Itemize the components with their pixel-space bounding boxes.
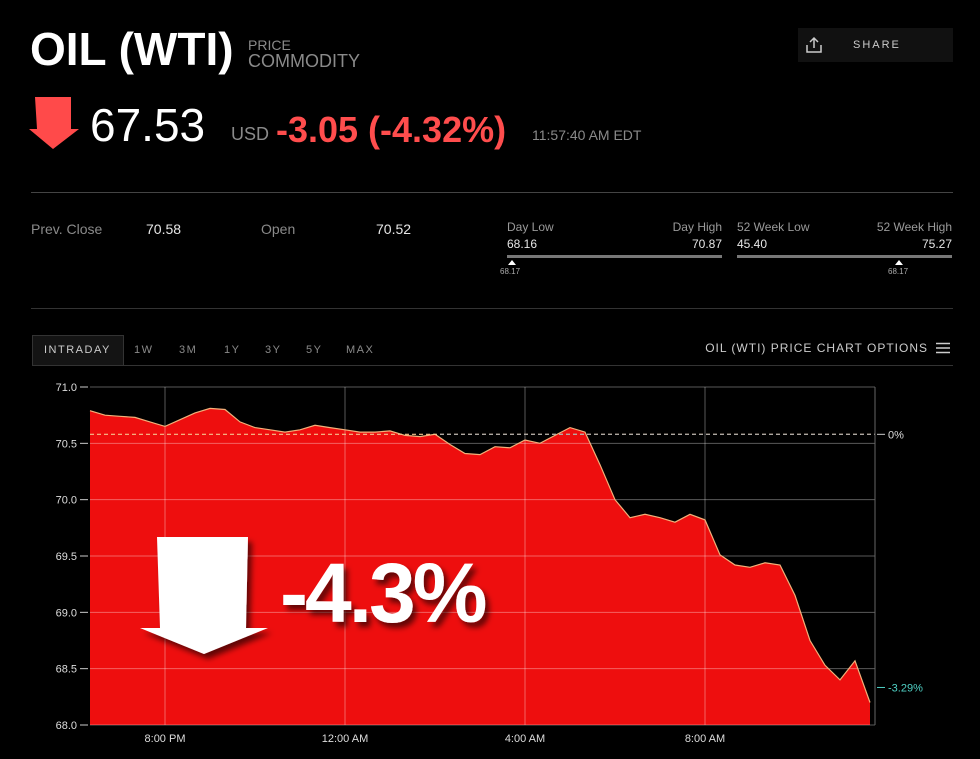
range-marker [508, 260, 516, 265]
tab-active[interactable] [32, 335, 124, 366]
share-icon [806, 36, 822, 53]
x-tick-label: 4:00 AM [505, 733, 545, 745]
share-label: SHARE [853, 39, 901, 51]
tab[interactable]: INTRADAY [44, 344, 111, 356]
tab[interactable]: MAX [346, 344, 375, 356]
tab[interactable]: 3M [179, 344, 198, 356]
price-line [89, 407, 871, 703]
divider [32, 365, 953, 366]
range-label: 52 Week High [876, 220, 952, 234]
kind-bottom: COMMODITY [248, 51, 360, 71]
range-marker [895, 260, 903, 265]
y-tick-label: 69.5 [56, 551, 77, 563]
chart-options[interactable]: OIL (WTI) PRICE CHART OPTIONS [705, 341, 928, 355]
y-tick-label: 70.0 [56, 495, 77, 507]
kind-top: PRICE [248, 37, 291, 53]
x-tick-label: 8:00 PM [145, 733, 186, 745]
range-bar [507, 255, 722, 258]
range-label: 52 Week Low [737, 220, 810, 234]
stat-value: 70.52 [376, 221, 412, 237]
range-marker-label: 68.17 [500, 267, 521, 276]
tab[interactable]: 3Y [265, 344, 282, 356]
y-tick-label: 71.0 [56, 382, 77, 394]
range-label: Day Low [507, 220, 554, 234]
menu-icon[interactable] [936, 342, 950, 354]
tab[interactable]: 1W [134, 344, 154, 356]
stat-value: 70.58 [146, 221, 182, 237]
title: OIL (WTI) [30, 23, 234, 75]
stat-label: Open [261, 221, 296, 237]
tab[interactable]: 5Y [306, 344, 323, 356]
change: -3.05 (-4.32%) [276, 109, 507, 150]
y-tick-label: 69.0 [56, 607, 77, 619]
range-value: 70.87 [691, 237, 722, 251]
area-fill [90, 408, 870, 725]
tab[interactable]: 1Y [224, 344, 241, 356]
divider [31, 192, 953, 193]
range-label: Day High [672, 220, 722, 234]
stat-label: Prev. Close [31, 221, 103, 237]
annotation: -4.3% [280, 546, 486, 640]
y-tick-label: 68.0 [56, 720, 77, 732]
range-value: 75.27 [921, 237, 952, 251]
end-label: -3.29% [888, 682, 923, 694]
range-value: 68.16 [507, 237, 538, 251]
y-tick-label: 68.5 [56, 664, 77, 676]
y-tick-label: 70.5 [56, 438, 77, 450]
currency: USD [231, 124, 270, 144]
x-tick-label: 12:00 AM [322, 733, 368, 745]
range-value: 45.40 [737, 237, 768, 251]
down-icon [29, 97, 79, 149]
range-marker-label: 68.17 [888, 267, 909, 276]
annotation-arrow [140, 537, 268, 654]
share-button[interactable]: SHARE [798, 28, 953, 62]
price: 67.53 [90, 99, 206, 151]
x-tick-label: 8:00 AM [685, 733, 725, 745]
range-bar [737, 255, 952, 258]
divider [31, 308, 953, 309]
reference-label: 0% [888, 429, 904, 441]
timestamp: 11:57:40 AM EDT [532, 127, 642, 143]
